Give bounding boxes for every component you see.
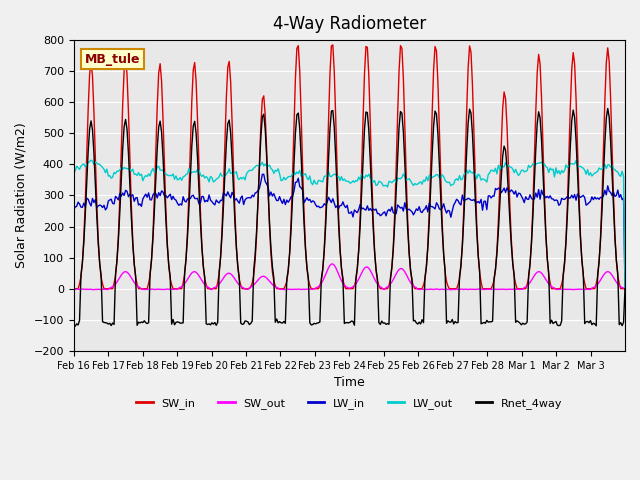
SW_in — [618, 286, 626, 291]
Line: SW_in: SW_in — [74, 45, 625, 288]
LW_in — [106, 197, 113, 203]
SW_in — [621, 286, 629, 291]
Rnet_4way — [355, 248, 363, 253]
Line: SW_out: SW_out — [74, 264, 625, 290]
LW_in — [260, 171, 268, 177]
LW_out — [355, 174, 363, 180]
SW_in — [464, 65, 472, 71]
Rnet_4way — [90, 150, 98, 156]
Rnet_4way — [70, 322, 77, 327]
Rnet_4way — [620, 320, 627, 325]
Rnet_4way — [464, 120, 472, 126]
Line: LW_out: LW_out — [74, 160, 625, 288]
LW_in — [464, 195, 472, 201]
Y-axis label: Solar Radiation (W/m2): Solar Radiation (W/m2) — [15, 122, 28, 268]
LW_in — [621, 286, 629, 291]
LW_out — [70, 164, 77, 170]
Rnet_4way — [108, 323, 115, 328]
X-axis label: Time: Time — [334, 376, 365, 389]
SW_out — [548, 284, 556, 289]
Legend: SW_in, SW_out, LW_in, LW_out, Rnet_4way: SW_in, SW_out, LW_in, LW_out, Rnet_4way — [132, 394, 567, 414]
Rnet_4way — [621, 286, 629, 291]
SW_in — [355, 246, 363, 252]
LW_out — [108, 175, 115, 181]
SW_in — [70, 286, 77, 291]
SW_out — [466, 287, 474, 292]
SW_out — [447, 287, 454, 293]
SW_out — [621, 287, 629, 292]
SW_out — [620, 285, 627, 291]
LW_in — [355, 206, 363, 212]
SW_out — [329, 261, 337, 267]
LW_out — [618, 168, 626, 174]
SW_in — [106, 286, 113, 291]
LW_in — [89, 195, 97, 201]
Line: Rnet_4way: Rnet_4way — [74, 108, 625, 326]
SW_out — [89, 287, 97, 292]
LW_out — [464, 170, 472, 176]
SW_out — [106, 285, 113, 291]
LW_out — [87, 157, 95, 163]
SW_out — [355, 276, 363, 282]
Rnet_4way — [72, 324, 79, 329]
Text: MB_tule: MB_tule — [85, 52, 140, 66]
LW_out — [547, 165, 554, 171]
Rnet_4way — [547, 321, 554, 326]
SW_in — [547, 280, 554, 286]
SW_in — [89, 73, 97, 79]
Rnet_4way — [604, 106, 612, 111]
LW_in — [70, 207, 77, 213]
LW_in — [618, 197, 626, 203]
Line: LW_in: LW_in — [74, 174, 625, 288]
Title: 4-Way Radiometer: 4-Way Radiometer — [273, 15, 426, 33]
SW_in — [329, 42, 337, 48]
SW_out — [70, 287, 77, 292]
LW_in — [547, 193, 554, 199]
LW_out — [90, 162, 98, 168]
LW_out — [621, 286, 629, 291]
